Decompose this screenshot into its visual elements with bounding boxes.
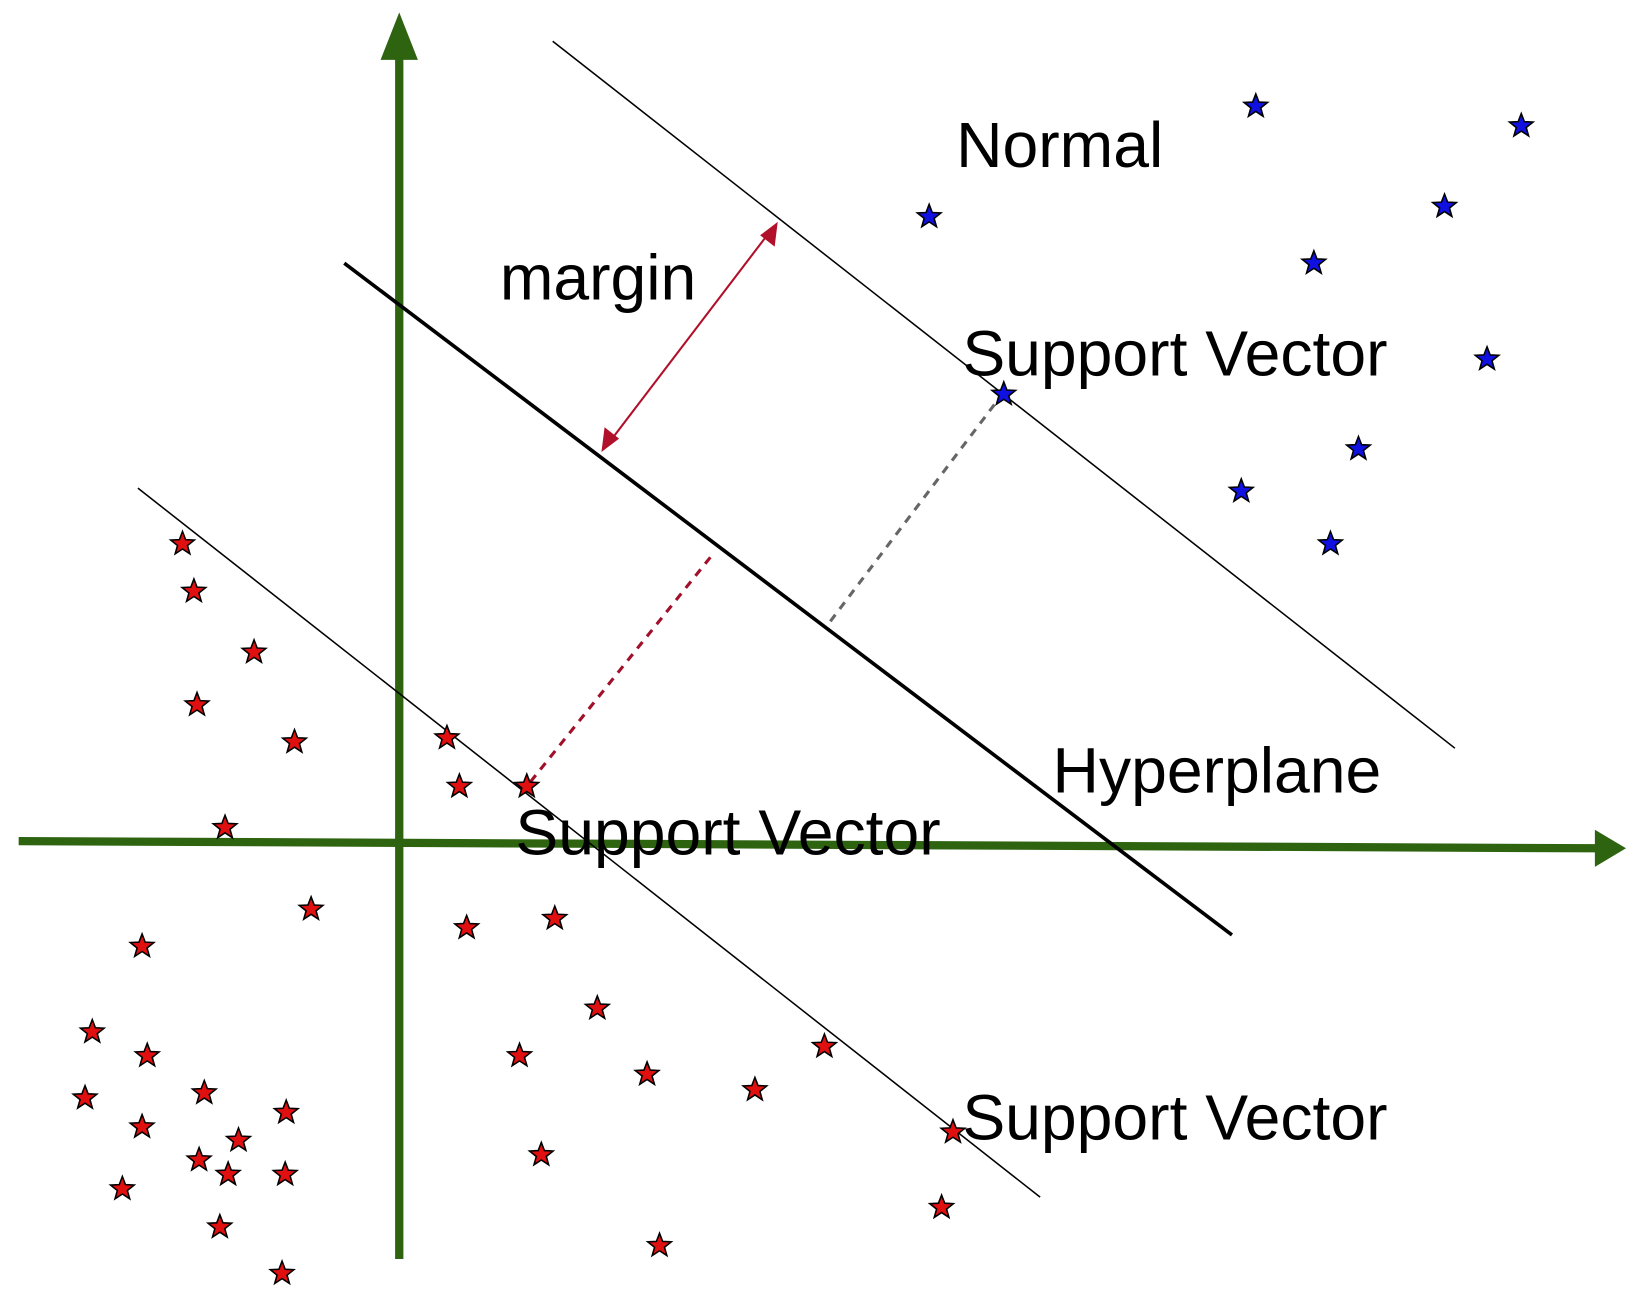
anomaly-point bbox=[128, 1112, 156, 1139]
anomaly-point bbox=[240, 637, 268, 665]
anomaly-point bbox=[185, 1145, 214, 1172]
support-vector-label: Support Vector bbox=[962, 1081, 1387, 1153]
anomaly-point bbox=[78, 1017, 107, 1044]
anomaly-point bbox=[190, 1078, 219, 1105]
anomaly-point bbox=[272, 1097, 301, 1125]
anomaly-point bbox=[939, 1117, 967, 1144]
hyperplane-line bbox=[343, 261, 1234, 937]
normal-point bbox=[1473, 344, 1501, 371]
x-axis bbox=[18, 836, 1597, 853]
anomaly-point bbox=[505, 1041, 534, 1068]
normal-point bbox=[1430, 191, 1459, 219]
margin-label: margin bbox=[500, 241, 696, 313]
anomaly-point bbox=[583, 993, 612, 1021]
anomaly-point bbox=[633, 1059, 661, 1087]
anomaly-point bbox=[645, 1231, 674, 1258]
anomaly-point bbox=[297, 894, 326, 922]
normal-point bbox=[915, 202, 944, 229]
normal-point bbox=[989, 379, 1018, 407]
anomaly-point bbox=[927, 1192, 956, 1220]
anomaly-point bbox=[433, 723, 461, 750]
normal-point bbox=[1344, 434, 1373, 461]
anomaly-point bbox=[540, 903, 569, 931]
normal-point bbox=[1507, 111, 1536, 138]
margin-arrowhead bbox=[760, 221, 778, 247]
data-points bbox=[71, 91, 1536, 1286]
anomaly-point bbox=[211, 813, 239, 840]
normal-point bbox=[1241, 91, 1270, 119]
normal-label: Normal bbox=[956, 109, 1163, 181]
hyperplane-label: Hyperplane bbox=[1053, 735, 1382, 807]
anomaly-point bbox=[71, 1083, 99, 1110]
normal-point bbox=[1227, 476, 1256, 504]
anomaly-point bbox=[280, 727, 309, 754]
anomaly-point bbox=[268, 1258, 296, 1286]
margin-arrowhead bbox=[601, 427, 620, 453]
anomaly-point bbox=[214, 1159, 243, 1187]
anomaly-point bbox=[180, 576, 208, 604]
anomaly-point bbox=[133, 1041, 162, 1068]
projection-dashed bbox=[525, 556, 712, 788]
support-vector-label: Support Vector bbox=[515, 797, 940, 869]
anomaly-point bbox=[108, 1174, 137, 1201]
x-axis-arrow bbox=[1594, 829, 1626, 867]
anomaly-point bbox=[445, 771, 474, 799]
support-vector-label: Support Vector bbox=[962, 318, 1387, 390]
anomaly-point bbox=[205, 1212, 234, 1239]
margin-arrow bbox=[608, 231, 771, 443]
projection-dashed bbox=[825, 391, 1006, 628]
anomaly-point bbox=[271, 1159, 300, 1187]
anomaly-point bbox=[168, 529, 197, 556]
anomaly-point bbox=[224, 1125, 253, 1153]
anomaly-point bbox=[128, 931, 156, 959]
normal-point bbox=[1316, 529, 1345, 556]
anomaly-point bbox=[512, 771, 541, 799]
anomaly-point bbox=[527, 1140, 556, 1167]
anomaly-point bbox=[183, 690, 211, 717]
anomaly-point bbox=[741, 1075, 769, 1102]
normal-point bbox=[1299, 248, 1328, 275]
anomaly-point bbox=[810, 1031, 839, 1059]
lower-margin-line bbox=[137, 487, 1041, 1198]
anomaly-point bbox=[452, 913, 481, 940]
y-axis-arrow bbox=[380, 12, 418, 60]
